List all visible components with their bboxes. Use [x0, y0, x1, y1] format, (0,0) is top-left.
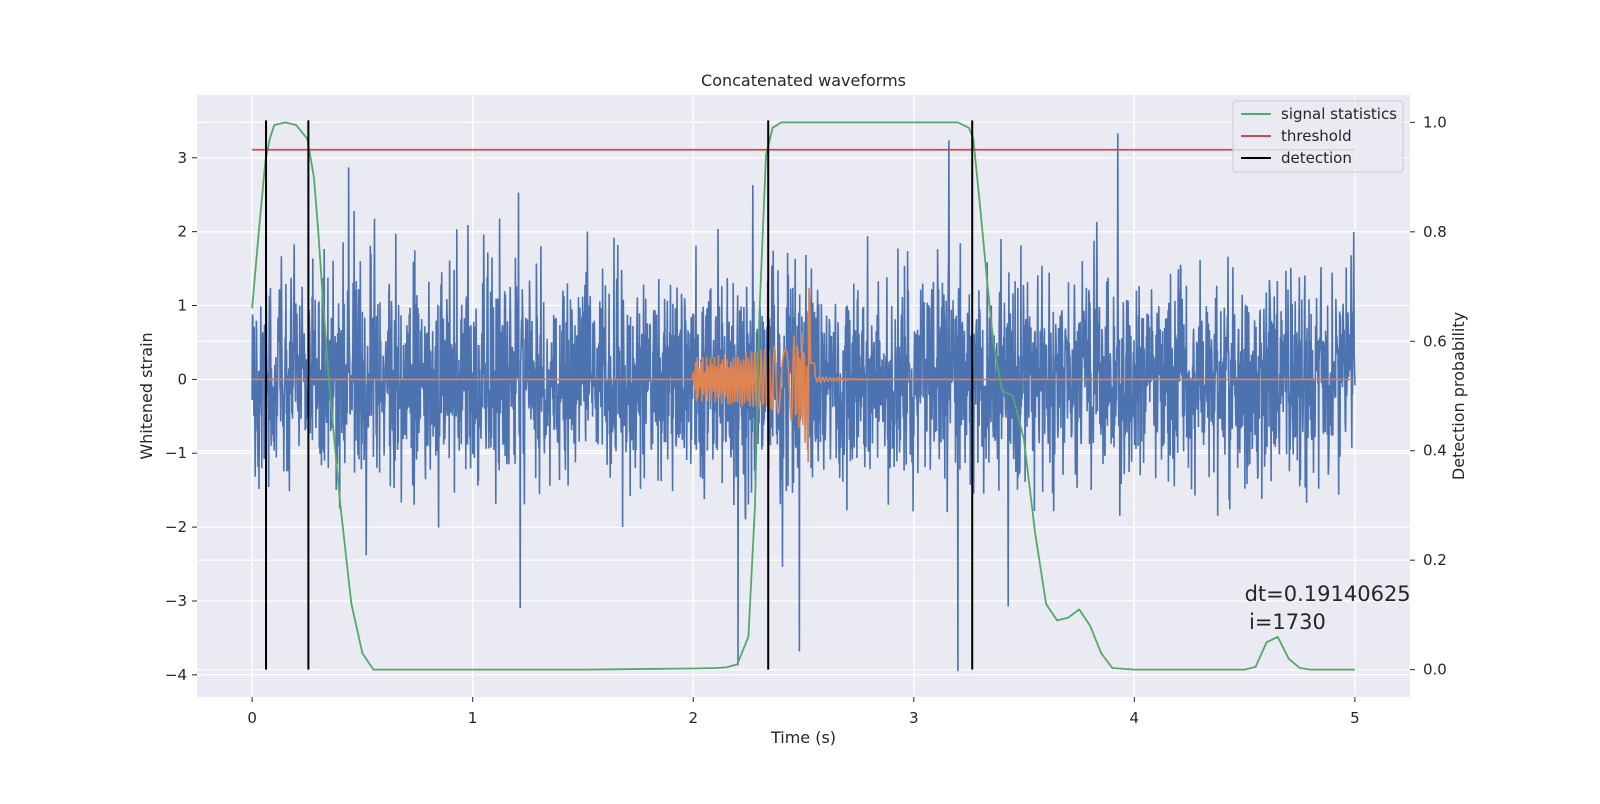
legend-label-signal-statistics: signal statistics	[1281, 105, 1397, 123]
y-tick-label: 2	[177, 223, 187, 241]
x-tick-label: 1	[468, 709, 478, 727]
y-tick-label: −3	[165, 592, 187, 610]
y-tick-label: 3	[177, 149, 187, 167]
legend-box	[1232, 100, 1404, 173]
chart-title: Concatenated waveforms	[701, 71, 906, 90]
y-tick-label: 1	[177, 297, 187, 315]
y2-tick-label: 0.2	[1423, 551, 1447, 569]
y2-tick-label: 0.6	[1423, 332, 1447, 350]
series-signal-statistics-line	[251, 121, 1355, 671]
y-axis-title: Whitened strain	[137, 332, 156, 459]
series-layer	[251, 120, 1356, 672]
x-axis-title: Time (s)	[770, 728, 836, 747]
x-tick-label: 2	[688, 709, 698, 727]
legend-label-threshold: threshold	[1281, 127, 1352, 145]
x-tick-label: 5	[1350, 709, 1360, 727]
y-tick-label: −2	[165, 518, 187, 536]
annotation-i: i=1730	[1249, 610, 1326, 634]
legend: signal statistics threshold detection	[1232, 100, 1404, 173]
y-tick-label: 0	[177, 370, 187, 388]
x-tick-label: 3	[909, 709, 919, 727]
y2-tick-label: 0.4	[1423, 442, 1447, 460]
annotation-dt: dt=0.19140625	[1245, 582, 1411, 606]
y-tick-label: −1	[165, 444, 187, 462]
y2-axis-title: Detection probability	[1449, 312, 1468, 480]
y2-tick-label: 0.0	[1423, 661, 1447, 679]
axes: 0 1 2 3 4 5 −4 −3 −2 −1 0 1 2 3 0.0 0.2 0.4 0.6 0.8 1.0	[165, 113, 1447, 727]
series-template-line	[252, 287, 1355, 463]
y2-tick-label: 0.8	[1423, 223, 1447, 241]
x-tick-label: 4	[1130, 709, 1140, 727]
y-tick-label: −4	[165, 666, 187, 684]
y2-tick-label: 1.0	[1423, 113, 1447, 131]
x-tick-label: 0	[247, 709, 257, 727]
legend-label-detection: detection	[1281, 149, 1352, 167]
